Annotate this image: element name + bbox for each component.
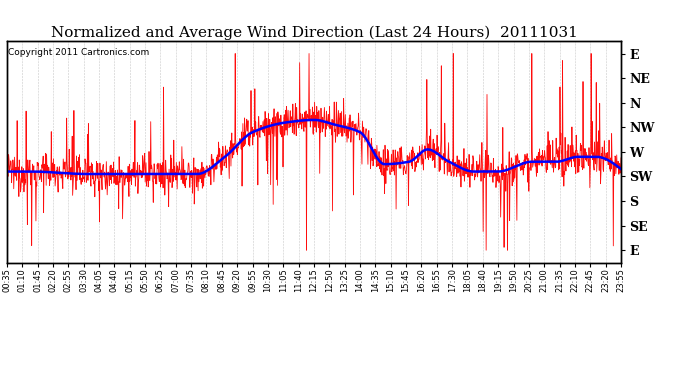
Title: Normalized and Average Wind Direction (Last 24 Hours)  20111031: Normalized and Average Wind Direction (L… [50, 26, 578, 40]
Text: Copyright 2011 Cartronics.com: Copyright 2011 Cartronics.com [8, 48, 149, 57]
